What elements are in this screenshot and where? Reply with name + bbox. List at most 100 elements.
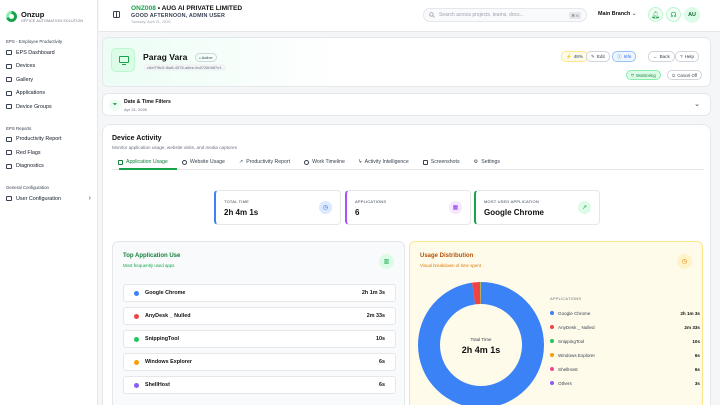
stat-label: MOST USED APPLICATION: [484, 199, 539, 204]
tab-settings[interactable]: ⚙ Settings: [467, 155, 507, 169]
notifications-button[interactable]: 🔔︎: [648, 7, 663, 22]
edit-button[interactable]: ✎ Edit: [586, 51, 610, 62]
tab-activity-intelligence[interactable]: ϟ Activity Intelligence: [352, 155, 416, 169]
sidebar-item-diagnostics[interactable]: Diagnostics: [0, 160, 97, 174]
tab-website-usage[interactable]: Website Usage: [175, 155, 232, 169]
branch-select[interactable]: Main Branch ⌄: [598, 11, 636, 17]
legend-name: SnippingTool: [558, 338, 585, 344]
image-icon: [6, 77, 12, 83]
sidebar-item-label: Device Groups: [16, 103, 52, 110]
stat-label: APPLICATIONS: [355, 199, 387, 204]
legend-name: ShellHost: [558, 366, 578, 372]
battery-icon: ⚡: [566, 53, 572, 59]
brand-logo[interactable]: Onzup OFFICE AUTOMATION SOLUTION: [0, 0, 97, 32]
legend-time: 6s: [694, 352, 700, 358]
tab-productivity-report[interactable]: ↗ Productivity Report: [232, 155, 297, 169]
company-name: AUG AI PRIVATE LIMITED: [161, 5, 243, 12]
filter-date: Apr 21, 2026: [124, 107, 147, 112]
search-input[interactable]: Search across projects, teams, docs... ⌘…: [423, 8, 587, 22]
dashboard-icon: [6, 50, 12, 56]
edit-label: Edit: [596, 54, 605, 59]
brand-name: Onzup: [21, 9, 45, 19]
support-button[interactable]: ☊: [666, 7, 681, 22]
shield-icon: ⛉: [631, 72, 635, 78]
sidebar-toggle-icon[interactable]: [113, 11, 120, 18]
sidebar-item-eps-dashboard[interactable]: EPS Dashboard: [0, 46, 97, 60]
stat-value: 2h 4m 1s: [224, 208, 259, 217]
stat-label: TOTAL TIME: [224, 199, 249, 204]
info-icon: ⓘ: [617, 53, 622, 59]
onzup-logo-icon: [6, 10, 17, 22]
app-time: 2m 33s: [366, 313, 385, 319]
globe-icon: [181, 159, 187, 165]
legend-item: Others 3s: [550, 379, 700, 387]
legend-item: SnippingTool 10s: [550, 337, 700, 345]
legend-time: 2m 33s: [684, 324, 700, 330]
tab-label: Activity Intelligence: [364, 159, 409, 165]
cancel-label: Cancel Off: [677, 72, 698, 78]
list-item[interactable]: SnippingTool 10s: [123, 330, 396, 348]
chevron-down-icon[interactable]: ⌄: [694, 101, 700, 108]
tab-label: Work Timeline: [312, 159, 345, 165]
activity-subtitle: Monitor application usage, website visit…: [112, 145, 237, 150]
back-button[interactable]: ← Back: [648, 51, 675, 62]
info-button[interactable]: ⓘ Info: [612, 51, 637, 62]
sidebar-item-productivity-report[interactable]: Productivity Report: [0, 133, 97, 147]
panel-title: Usage Distribution: [420, 253, 474, 259]
branch-label: Main Branch: [598, 11, 631, 17]
filter-icon: ⏷: [109, 99, 121, 111]
tab-application-usage[interactable]: Application Usage: [111, 155, 175, 169]
color-dot: [550, 325, 554, 329]
sidebar-item-device-groups[interactable]: Device Groups: [0, 100, 97, 114]
grid-icon: [118, 159, 123, 165]
legend-title: APPLICATIONS: [550, 296, 582, 301]
sidebar-item-user-configuration[interactable]: User Configuration ›: [0, 192, 97, 206]
help-button[interactable]: ? Help: [675, 51, 700, 62]
list-item[interactable]: AnyDesk _ Nulled 2m 33s: [123, 307, 396, 325]
donut-slice: [418, 282, 544, 405]
panel-subtitle: Visual breakdown of time spent: [420, 263, 481, 268]
info-label: Info: [623, 54, 632, 59]
tab-label: Productivity Report: [246, 159, 291, 165]
sidebar-item-label: Applications: [16, 90, 46, 97]
user-icon: [6, 196, 12, 202]
stat-applications: APPLICATIONS 6 ▦: [345, 190, 471, 225]
cancel-off-button[interactable]: ⏻ Cancel Off: [667, 70, 703, 80]
avatar[interactable]: AU: [684, 7, 700, 23]
clock-icon: ◷: [677, 254, 692, 269]
sidebar-item-devices[interactable]: Devices: [0, 60, 97, 74]
sidebar-item-applications[interactable]: Applications: [0, 87, 97, 101]
usage-distribution-panel: Usage Distribution Visual breakdown of t…: [409, 241, 703, 405]
battery-value: 48%: [573, 54, 583, 59]
sidebar-item-gallery[interactable]: Gallery: [0, 73, 97, 87]
monitoring-toggle[interactable]: ⛉ Monitoring: [626, 70, 661, 80]
tab-label: Application Usage: [126, 159, 168, 165]
search-placeholder: Search across projects, teams, docs...: [439, 12, 524, 18]
app-name: SnippingTool: [145, 336, 180, 342]
legend-name: Others: [558, 380, 572, 386]
pulse-icon: [6, 163, 12, 169]
stat-value: Google Chrome: [484, 208, 545, 217]
tab-screenshots[interactable]: Screenshots: [416, 155, 467, 169]
donut-center-value: 2h 4m 1s: [461, 345, 501, 355]
tab-work-timeline[interactable]: Work Timeline: [297, 155, 352, 169]
tab-label: Website Usage: [189, 159, 225, 165]
sidebar-item-red-flags[interactable]: Red Flags: [0, 146, 97, 160]
legend-name: AnyDesk _ Nulled: [558, 324, 595, 330]
group-icon: [6, 104, 12, 110]
list-item[interactable]: ShellHost 6s: [123, 376, 396, 394]
legend-item: ShellHost 6s: [550, 365, 700, 373]
app-name: Google Chrome: [145, 290, 186, 296]
edit-icon: ✎: [591, 53, 595, 59]
tab-label: Screenshots: [430, 159, 460, 165]
legend-item: Google Chrome 2h 1m 3s: [550, 309, 700, 317]
brand-tagline: OFFICE AUTOMATION SOLUTION: [21, 18, 84, 23]
clock-icon: ◷: [319, 201, 332, 214]
trend-icon: ↗: [238, 159, 244, 165]
date-filter-card[interactable]: ⏷ Date & Time Filters Apr 21, 2026 ⌄: [102, 93, 711, 116]
status-badge: Active: [195, 53, 217, 62]
bell-icon: 🔔︎: [651, 11, 660, 19]
list-item[interactable]: Google Chrome 2h 1m 3s: [123, 284, 396, 302]
list-item[interactable]: Windows Explorer 6s: [123, 353, 396, 371]
legend-time: 2h 1m 3s: [680, 310, 700, 316]
